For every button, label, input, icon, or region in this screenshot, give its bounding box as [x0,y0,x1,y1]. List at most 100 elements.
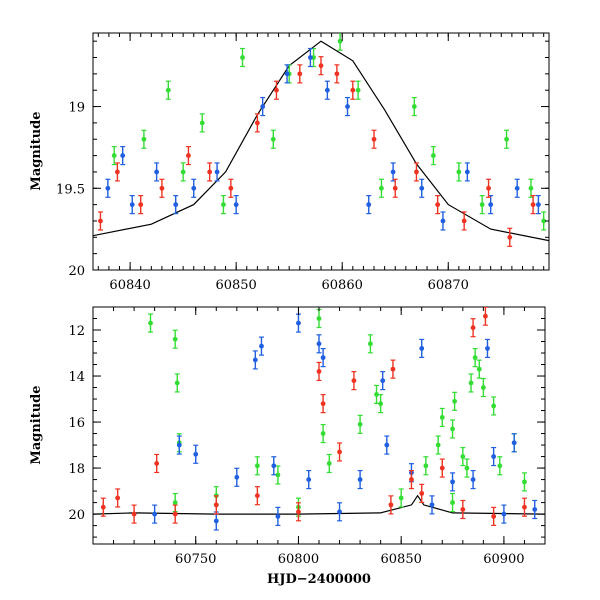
top-series-0-point-3 [180,162,186,182]
top-series-1-point-8 [260,96,266,117]
bottom-series-0-point-2 [174,373,180,393]
top-series-0-point-15 [456,162,462,182]
top-series-0-point-1 [141,129,147,149]
bottom-model-curve [93,494,545,515]
bottom-series-0-point-24 [491,396,497,416]
bottom-series-2-point-10 [390,359,396,379]
bottom-x-axis-label: HJD−2400000 [267,572,371,587]
top-series-0-point-17 [504,129,510,149]
top-series-1-point-5 [191,178,197,198]
top-series-0-point-19 [541,211,547,231]
bottom-series-0-point-14 [435,435,441,455]
top-series-1-point-2 [129,195,135,215]
bottom-series-1-point-9 [316,334,322,354]
top-series-0-point-5 [220,195,226,215]
top-series-0-point-13 [411,96,417,117]
bottom-series-1-point-18 [484,338,490,359]
top-series-1-point-9 [284,64,290,84]
bottom-series-2-point-1 [115,488,121,508]
bottom-series-0-point-31 [398,488,404,508]
bottom-series-0-point-6 [316,308,322,329]
top-series-1-point-16 [440,211,446,231]
top-series-0-point-2 [165,80,171,100]
bottom-series-1-point-4 [252,350,258,370]
bottom-series-0-point-20 [468,373,474,393]
bottom-series-1-point-13 [384,435,390,455]
bottom-series-2-point-17 [172,504,178,524]
bottom-series-2-point-21 [460,499,466,520]
bottom-series-2-point-11 [408,469,414,490]
top-series-1-point-6 [214,162,220,182]
top-series-1-point-13 [366,195,372,215]
bottom-series-2-point-0 [100,497,106,517]
bottom-series-2-point-20 [419,483,425,503]
top-series-1-point-14 [390,162,396,182]
bottom-series-2-point-3 [154,453,160,474]
bottom-series-1-point-24 [429,495,435,515]
bottom-xtick-label: 60750 [175,552,216,567]
top-series-2-point-16 [435,195,441,215]
bottom-xtick-label: 60900 [483,552,524,567]
top-series-1-point-10 [307,47,313,68]
top-series-2-point-0 [97,211,103,231]
top-series-2-point-9 [297,64,303,84]
top-series-0-point-12 [378,178,384,198]
top-series-2-point-13 [371,129,377,149]
bottom-series-0-point-12 [378,394,384,414]
top-series-2-point-1 [114,162,120,182]
bottom-series-2-point-13 [470,318,476,338]
top-series-0-point-10 [337,33,343,51]
bottom-series-1-point-25 [501,504,507,524]
top-data-layer [93,33,549,247]
top-xtick-label: 60860 [322,278,363,293]
top-series-0-point-11 [355,80,361,100]
top-series-2-point-8 [273,80,279,100]
bottom-series-1-point-26 [532,499,538,520]
top-series-2-point-15 [413,162,419,182]
bottom-series-2-point-4 [213,495,219,515]
bottom-series-1-point-22 [275,506,281,526]
bottom-series-0-point-10 [367,334,373,354]
top-series-2-point-7 [254,113,260,133]
bottom-series-2-point-6 [316,361,322,382]
top-series-2-point-20 [530,195,536,215]
bottom-xtick-label: 60800 [278,552,319,567]
bottom-series-0-point-13 [423,456,429,476]
top-series-0-point-18 [528,178,534,198]
bottom-series-0-point-7 [320,423,326,444]
bottom-series-0-point-22 [476,359,482,379]
top-ticks: 60840 60850 60860 60870 19 19.5 20 [56,33,549,293]
bottom-series-1-point-6 [271,456,277,476]
bottom-series-1-point-12 [380,371,386,391]
bottom-series-0-point-5 [275,465,281,485]
bottom-ticks: 60750 60800 60850 60900 12 14 16 18 20 [68,306,546,567]
bottom-series-0-point-23 [480,377,486,398]
top-series-1-point-11 [324,80,330,100]
bottom-series-1-point-19 [491,446,497,467]
top-series-2-point-18 [486,178,492,198]
bottom-series-1-point-7 [295,313,301,333]
bottom-series-1-point-5 [258,336,264,356]
top-ytick-label: 19 [68,101,85,116]
bottom-series-2-point-12 [439,458,445,478]
top-series-0-point-0 [111,145,117,166]
bottom-series-2-point-9 [351,371,357,391]
bottom-series-0-point-0 [148,313,154,333]
bottom-series-0-point-17 [452,391,458,411]
bottom-series-1-point-23 [337,502,343,522]
bottom-series-0-point-1 [172,329,178,349]
top-xtick-label: 60840 [109,278,150,293]
top-xtick-label: 60850 [215,278,256,293]
top-xtick-label: 60870 [428,278,469,293]
top-series-1-point-4 [173,195,179,215]
bottom-data-layer [93,307,545,531]
top-series-2-point-17 [461,211,467,231]
top-series-1-point-20 [535,195,541,215]
bottom-series-2-point-19 [388,495,394,515]
top-ytick-label: 20 [68,264,85,279]
top-series-0-point-6 [240,47,246,68]
bottom-series-1-point-0 [176,435,182,455]
bottom-series-0-point-4 [254,456,260,476]
top-series-2-point-10 [318,56,324,76]
